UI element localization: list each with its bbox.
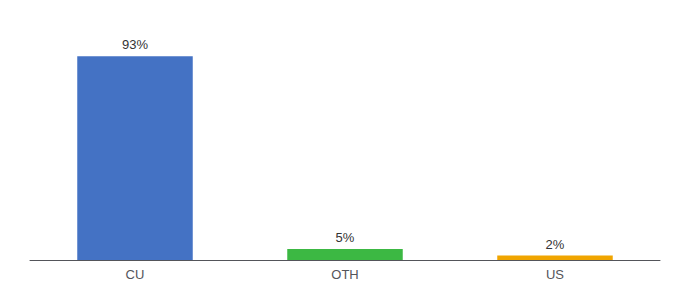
svg-text:2%: 2% [546, 237, 565, 252]
svg-text:93%: 93% [122, 37, 148, 52]
svg-text:US: US [546, 267, 564, 282]
svg-text:OTH: OTH [331, 267, 358, 282]
svg-text:5%: 5% [336, 230, 355, 245]
svg-text:CU: CU [126, 267, 145, 282]
